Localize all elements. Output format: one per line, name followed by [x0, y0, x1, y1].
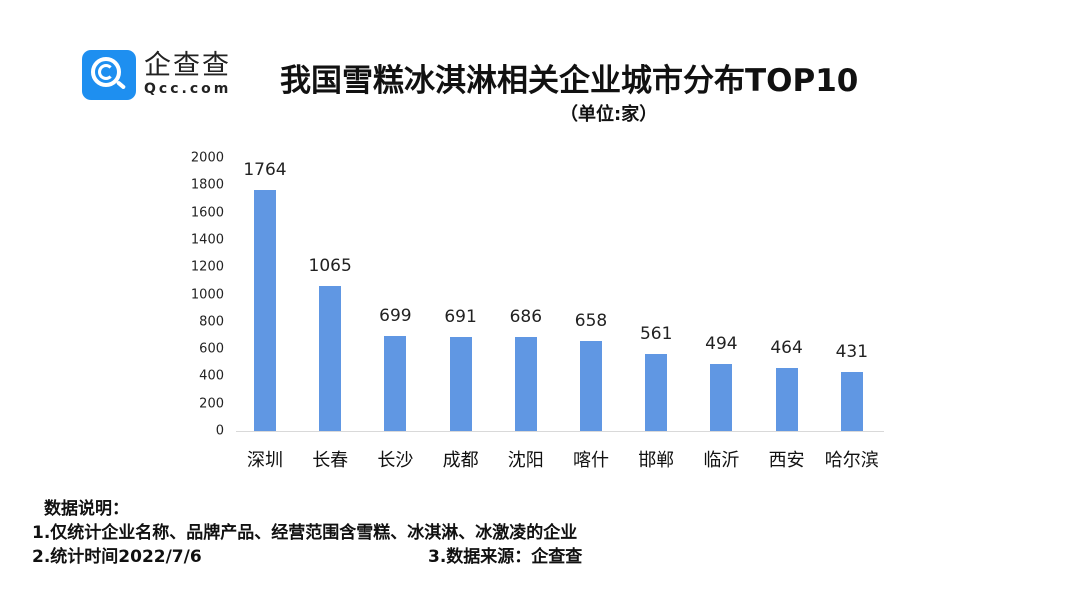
y-tick-label: 200: [199, 396, 224, 412]
qcc-logo: 企查查 Qcc.com: [82, 50, 231, 100]
y-tick-label: 0: [215, 423, 224, 439]
y-tick-label: 400: [199, 368, 224, 384]
data-label: 1764: [243, 160, 287, 181]
x-category-label: 西安: [768, 450, 805, 471]
data-label: 494: [705, 333, 738, 354]
chart-subtitle: （单位:家）: [560, 104, 658, 125]
bar-chart: 0 200 400 600 800 1000 1200 1400 1600 1800 2000 176…: [190, 150, 884, 471]
x-category-label: 沈阳: [507, 450, 544, 471]
notes-line-3: 3.数据来源：企查查: [428, 547, 583, 567]
y-tick-label: 1600: [190, 205, 224, 221]
data-label: 561: [639, 324, 673, 345]
x-category-label: 深圳: [247, 450, 283, 471]
bar: [775, 367, 798, 431]
x-category-label: 邯郸: [638, 450, 675, 471]
y-tick-label: 1200: [190, 259, 224, 275]
x-category-label: 临沂: [703, 450, 740, 471]
x-category-label: 长沙: [377, 450, 414, 471]
y-tick-label: 2000: [190, 150, 224, 166]
x-category-label: 长春: [312, 450, 349, 471]
bar: [580, 341, 602, 431]
chart-title: 我国雪糕冰淇淋相关企业城市分布TOP10: [280, 63, 859, 99]
y-tick-label: 1800: [190, 177, 224, 193]
data-label: 658: [574, 311, 608, 332]
data-notes: 数据说明： 1.仅统计企业名称、品牌产品、经营范围含雪糕、冰淇淋、冰激凌的企业 …: [32, 497, 582, 569]
qcc-logo-icon: [82, 50, 136, 100]
y-tick-label: 600: [199, 341, 224, 357]
data-label: 686: [509, 307, 543, 328]
logo-name-cn: 企查查: [144, 50, 231, 81]
data-label: 1065: [308, 255, 352, 276]
data-label: 464: [770, 337, 803, 358]
data-label: 691: [444, 306, 477, 327]
data-label: 431: [835, 342, 869, 363]
logo-name-en: Qcc.com: [144, 81, 232, 97]
x-axis-line: [236, 431, 884, 432]
x-category-label: 喀什: [573, 450, 609, 471]
bar: [645, 354, 668, 431]
bar: [254, 190, 276, 431]
x-category-label: 哈尔滨: [824, 450, 879, 471]
bar: [840, 372, 863, 431]
bar: [384, 335, 407, 431]
data-label: 699: [379, 305, 412, 326]
notes-line-2: 2.统计时间2022/7/6: [32, 547, 202, 567]
x-category-label: 成都: [442, 450, 479, 471]
bar: [319, 285, 342, 431]
bar: [514, 337, 537, 431]
y-tick-label: 1000: [190, 287, 224, 302]
y-tick-label: 800: [199, 314, 224, 330]
y-tick-label: 1400: [190, 232, 224, 248]
notes-heading: 数据说明：: [44, 499, 129, 519]
bar: [449, 336, 472, 431]
bar: [710, 363, 733, 431]
notes-line-1: 1.仅统计企业名称、品牌产品、经营范围含雪糕、冰淇淋、冰激凌的企业: [32, 523, 578, 543]
